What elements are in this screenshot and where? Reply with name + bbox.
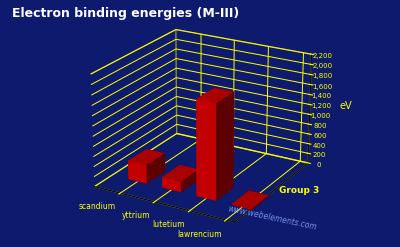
Text: www.webelements.com: www.webelements.com <box>227 204 317 232</box>
Text: Group 3: Group 3 <box>279 186 319 195</box>
Text: Electron binding energies (M-III): Electron binding energies (M-III) <box>12 7 239 21</box>
